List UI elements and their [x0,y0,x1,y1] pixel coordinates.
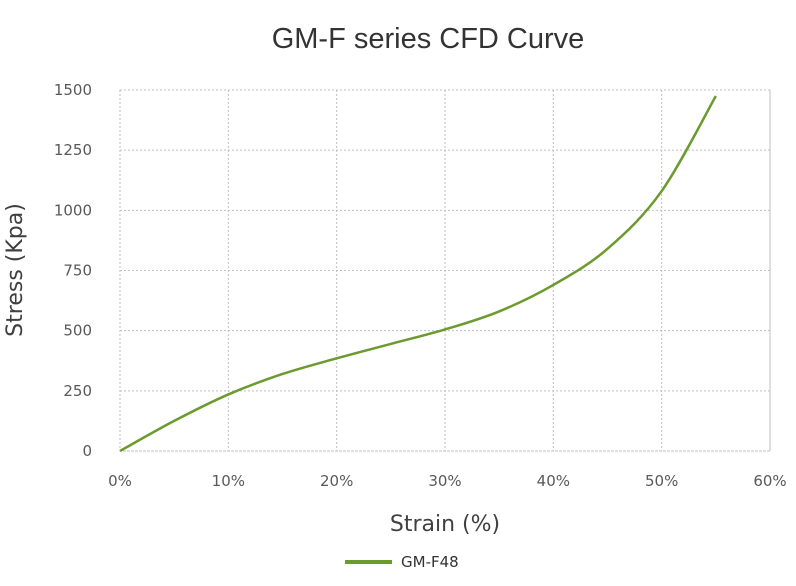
x-tick-label: 60% [753,472,786,490]
series-layer [119,95,717,453]
legend-label-gm-f48: GM-F48 [401,553,459,571]
y-axis-ticks: 0 250 500 750 1000 1250 1500 [54,81,92,460]
chart-title: GM-F series CFD Curve [272,23,585,55]
x-axis-ticks: 0% 10% 20% 30% 40% 50% 60% [108,472,787,490]
y-tick-label: 0 [82,442,92,460]
gridlines [119,89,771,452]
y-tick-label: 1000 [54,201,92,219]
series-line-gm-f48 [119,95,717,453]
y-axis-label: Stress (Kpa) [3,203,28,337]
y-tick-label: 1250 [54,141,92,159]
x-axis-label: Strain (%) [390,512,500,537]
x-tick-label: 30% [428,472,461,490]
x-tick-label: 40% [537,472,570,490]
y-tick-label: 750 [63,262,92,280]
plot-frame [119,89,771,452]
y-tick-label: 1500 [54,81,92,99]
y-tick-label: 500 [63,322,92,340]
x-tick-label: 50% [645,472,678,490]
y-tick-label: 250 [63,382,92,400]
legend: GM-F48 [345,553,459,571]
x-tick-label: 20% [320,472,353,490]
x-tick-label: 0% [108,472,132,490]
x-tick-label: 10% [212,472,245,490]
